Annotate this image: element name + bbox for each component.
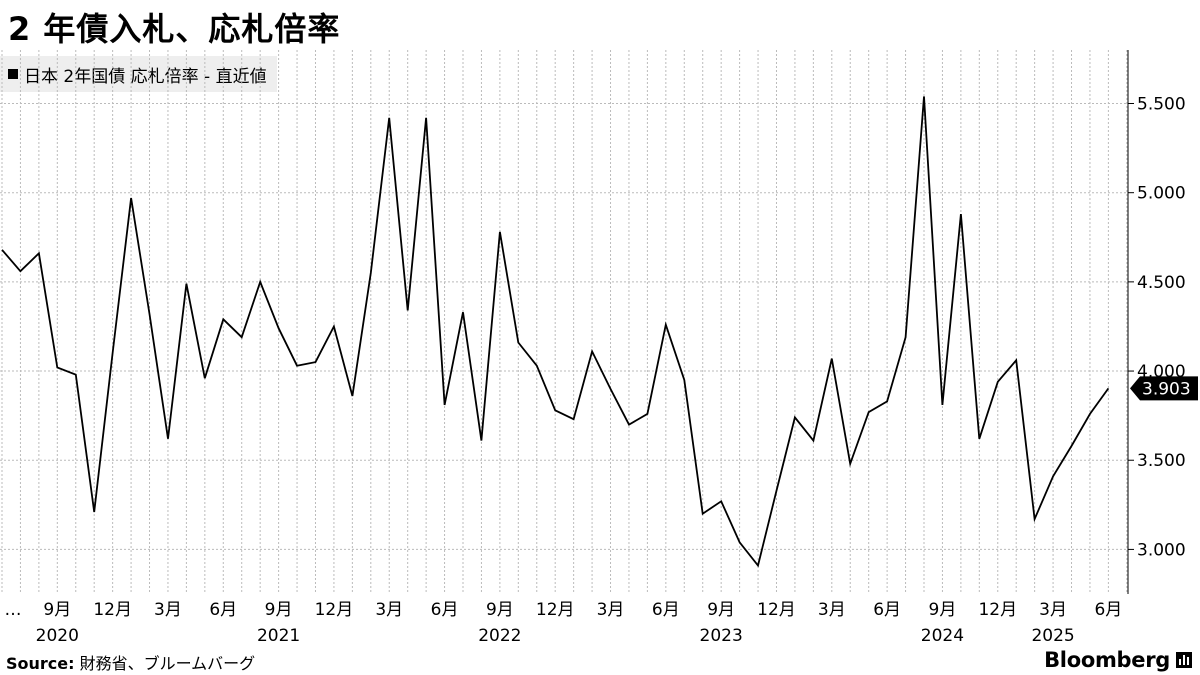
x-tick-label: 12月 [315, 600, 354, 620]
y-tick-label: 3.000 [1137, 540, 1186, 560]
brand-name: Bloomberg [1044, 648, 1170, 672]
x-tick-label: 12月 [536, 600, 575, 620]
source-text: 財務省、ブルームバーグ [79, 654, 256, 673]
x-tick-label: 6月 [873, 600, 901, 620]
last-value-tag [1130, 376, 1198, 401]
x-year-label: 2021 [257, 626, 300, 646]
x-tick-label: 6月 [431, 600, 459, 620]
x-year-label: 2023 [700, 626, 743, 646]
x-tick-label: 6月 [1094, 600, 1122, 620]
chart-title: 2 年債入札、応札倍率 [8, 10, 341, 48]
x-tick-label: 6月 [209, 600, 237, 620]
x-tick-label: 3月 [375, 600, 403, 620]
source-note: Source: 財務省、ブルームバーグ [6, 650, 255, 674]
legend-label: 日本 2年国債 応札倍率 - 直近値 [24, 66, 267, 87]
x-tick-label: 3月 [154, 600, 182, 620]
x-year-label: 2022 [478, 626, 521, 646]
x-tick-label: 12月 [93, 600, 132, 620]
x-tick-label: 6月 [652, 600, 680, 620]
x-year-label: 2020 [36, 626, 79, 646]
y-tick-label: 3.500 [1137, 451, 1186, 471]
x-tick-label: 3月 [818, 600, 846, 620]
x-year-label: 2024 [921, 626, 964, 646]
x-tick-label: 3月 [1039, 600, 1067, 620]
legend-swatch-icon [8, 69, 18, 79]
bloomberg-logo: Bloomberg [1044, 648, 1192, 672]
x-tick-label: 9月 [929, 600, 957, 620]
x-tick-label: 12月 [978, 600, 1017, 620]
x-tick-label: 9月 [265, 600, 293, 620]
source-label: Source: [6, 654, 75, 673]
x-tick-label: 3月 [597, 600, 625, 620]
x-tick-label: 9月 [486, 600, 514, 620]
bar-chart-icon [1176, 652, 1192, 668]
y-tick-label: 5.000 [1137, 184, 1186, 204]
legend: 日本 2年国債 応札倍率 - 直近値 [0, 56, 277, 92]
x-tick-label: 12月 [757, 600, 796, 620]
x-tick-label: … [5, 600, 22, 620]
y-tick-label: 5.500 [1137, 95, 1186, 115]
y-tick-label: 4.500 [1137, 273, 1186, 293]
x-year-label: 2025 [1031, 626, 1074, 646]
x-tick-label: 9月 [43, 600, 71, 620]
last-value-label: 3.903 [1142, 379, 1191, 399]
x-tick-label: 9月 [707, 600, 735, 620]
series-line [1, 96, 1110, 568]
